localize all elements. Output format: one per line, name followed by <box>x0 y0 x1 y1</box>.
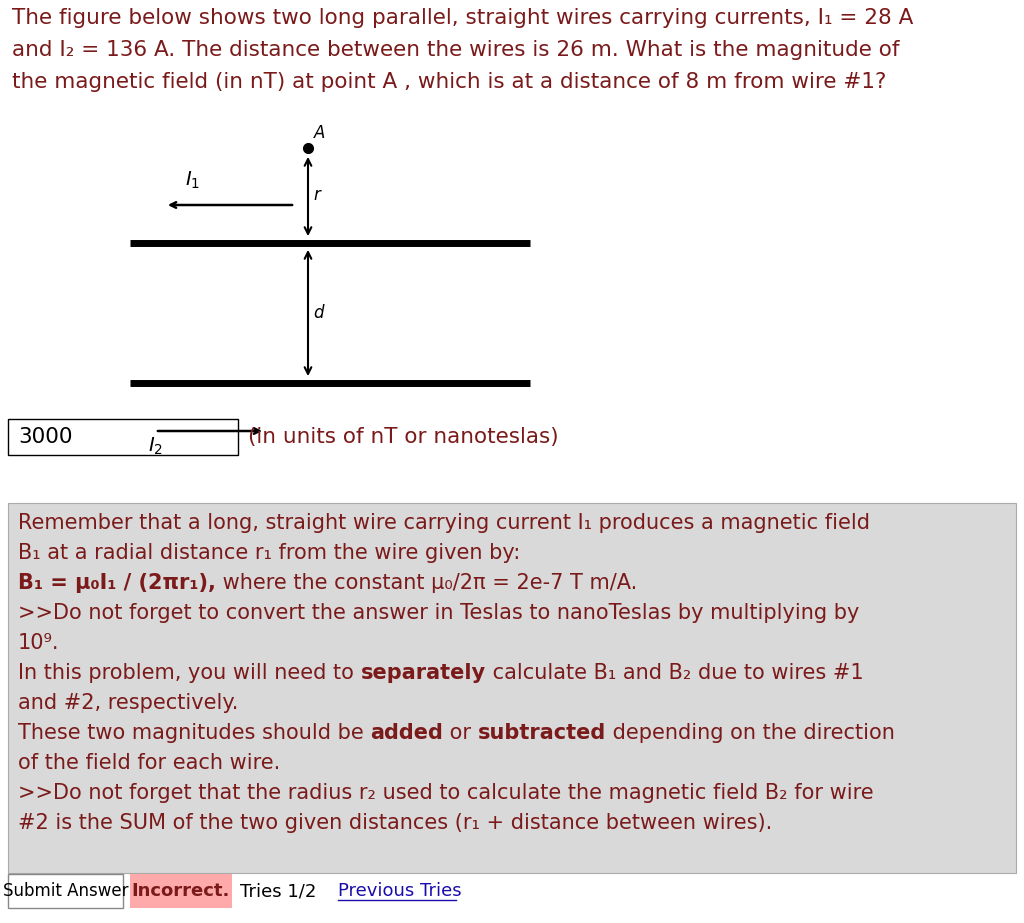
Text: subtracted: subtracted <box>478 723 606 743</box>
Text: Remember that a long, straight wire carrying current I₁ produces a magnetic fiel: Remember that a long, straight wire carr… <box>18 513 870 533</box>
Text: depending on the direction: depending on the direction <box>606 723 895 743</box>
Text: d: d <box>313 304 324 322</box>
Text: B₁ at a radial distance r₁ from the wire given by:: B₁ at a radial distance r₁ from the wire… <box>18 543 520 563</box>
Text: B₁ = μ₀I₁ / (2πr₁),: B₁ = μ₀I₁ / (2πr₁), <box>18 573 216 593</box>
Text: >>Do not forget to convert the answer in Teslas to nanoTeslas by multiplying by: >>Do not forget to convert the answer in… <box>18 603 859 623</box>
Text: #2 is the SUM of the two given distances (r₁ + distance between wires).: #2 is the SUM of the two given distances… <box>18 813 772 833</box>
Bar <box>8 503 1016 873</box>
Bar <box>8 874 123 908</box>
Text: $I_1$: $I_1$ <box>185 170 200 191</box>
Text: $I_2$: $I_2$ <box>148 436 163 457</box>
Text: These two magnitudes should be: These two magnitudes should be <box>18 723 371 743</box>
Text: the magnetic field (in nT) at point A , which is at a distance of 8 m from wire : the magnetic field (in nT) at point A , … <box>12 72 887 92</box>
Text: Submit Answer: Submit Answer <box>3 882 129 900</box>
Text: or: or <box>443 723 478 743</box>
Text: separately: separately <box>360 663 485 683</box>
Text: Tries 1/2: Tries 1/2 <box>240 882 316 900</box>
Text: The figure below shows two long parallel, straight wires carrying currents, I₁ =: The figure below shows two long parallel… <box>12 8 913 28</box>
Text: A: A <box>314 124 326 142</box>
Text: added: added <box>371 723 443 743</box>
Text: where the constant μ₀/2π = 2e-7 T m/A.: where the constant μ₀/2π = 2e-7 T m/A. <box>216 573 637 593</box>
Bar <box>8 419 238 455</box>
Text: 3000: 3000 <box>18 427 73 447</box>
Text: r: r <box>313 186 319 205</box>
Text: of the field for each wire.: of the field for each wire. <box>18 753 281 773</box>
Text: 10⁹.: 10⁹. <box>18 633 59 653</box>
Text: (in units of nT or nanoteslas): (in units of nT or nanoteslas) <box>248 427 559 447</box>
Text: and #2, respectively.: and #2, respectively. <box>18 693 239 713</box>
Bar <box>130 874 232 908</box>
Text: >>Do not forget that the radius r₂ used to calculate the magnetic field B₂ for w: >>Do not forget that the radius r₂ used … <box>18 783 873 803</box>
Text: and I₂ = 136 A. The distance between the wires is 26 m. What is the magnitude of: and I₂ = 136 A. The distance between the… <box>12 40 899 60</box>
Text: Previous Tries: Previous Tries <box>338 882 462 900</box>
Text: calculate B₁ and B₂ due to wires #1: calculate B₁ and B₂ due to wires #1 <box>485 663 863 683</box>
Text: In this problem, you will need to: In this problem, you will need to <box>18 663 360 683</box>
Text: Incorrect.: Incorrect. <box>132 882 230 900</box>
